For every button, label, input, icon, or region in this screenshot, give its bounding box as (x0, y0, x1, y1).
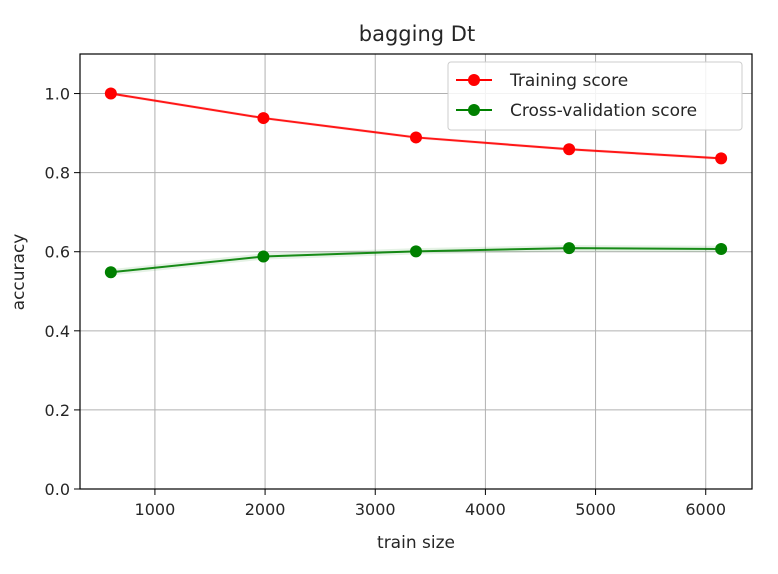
series-1-point (257, 250, 270, 263)
x-axis-ticks: 1000 2000 3000 4000 5000 6000 (135, 489, 726, 519)
y-tick-label: 0.6 (45, 243, 70, 262)
series-1-point (410, 245, 422, 258)
series-0-point (715, 152, 728, 165)
x-tick-label: 2000 (245, 500, 286, 519)
series-0-point (257, 112, 270, 125)
series-1-point (715, 242, 728, 255)
series-lines (104, 87, 728, 279)
x-tick-label: 4000 (465, 500, 506, 519)
series-0-band (110, 91, 722, 160)
y-tick-label: 1.0 (45, 85, 70, 104)
y-axis-label: accuracy (9, 234, 29, 311)
y-axis-ticks: 0.0 0.2 0.4 0.6 0.8 1.0 (45, 85, 80, 499)
legend-swatch-marker (468, 104, 480, 116)
x-tick-label: 5000 (575, 500, 616, 519)
x-tick-label: 3000 (355, 500, 396, 519)
legend-label: Training score (509, 71, 628, 91)
y-tick-label: 0.4 (45, 322, 70, 341)
legend-label: Cross-validation score (510, 101, 697, 121)
legend: Training score Cross-validation score (447, 61, 743, 131)
series-0-point (104, 87, 117, 100)
series-0-point (410, 131, 422, 144)
series-1-point (563, 242, 576, 255)
chart-title: bagging Dt (359, 22, 475, 46)
series-1-point (104, 266, 117, 279)
x-axis-label: train size (377, 533, 455, 553)
legend-box (447, 61, 743, 131)
y-tick-label: 0.8 (45, 164, 70, 183)
y-tick-label: 0.2 (45, 401, 70, 420)
plot-frame (79, 53, 753, 490)
y-tick-label: 0.0 (45, 480, 70, 499)
legend-swatch-marker (468, 74, 480, 86)
series-0-point (563, 143, 576, 156)
x-tick-label: 1000 (135, 500, 176, 519)
x-tick-label: 6000 (685, 500, 726, 519)
